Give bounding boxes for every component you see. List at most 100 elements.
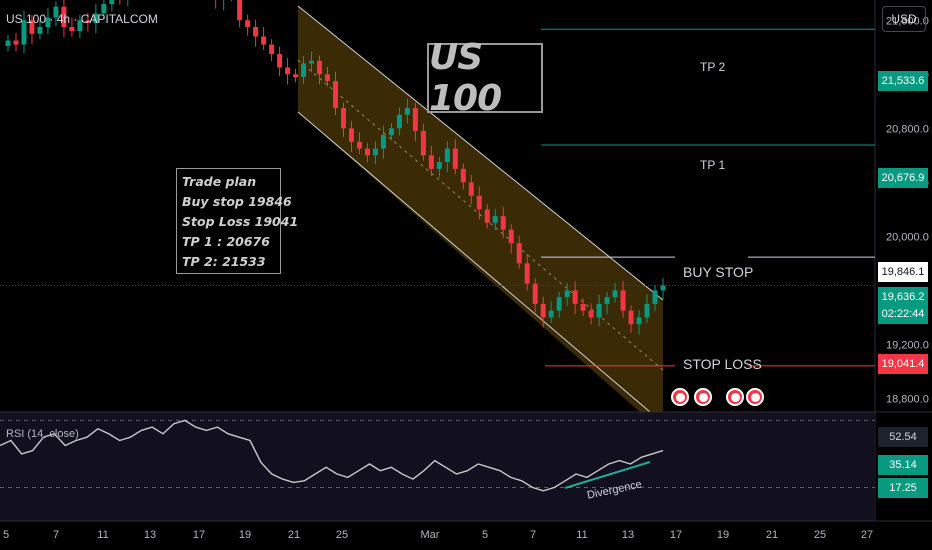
candle-body: [277, 54, 283, 68]
candle-body: [333, 81, 338, 109]
countdown-tag: 02:22:44: [878, 304, 928, 324]
candle-body: [301, 63, 307, 77]
time-axis-tick: 21: [288, 529, 300, 541]
time-axis-tick: 25: [336, 529, 348, 541]
tp1-price-tag: 20,676.9: [878, 168, 928, 188]
candle-body: [77, 20, 83, 32]
rsi-line: [0, 419, 664, 492]
candle-body: [436, 162, 442, 169]
candle-body: [588, 310, 594, 318]
time-axis-tick: 13: [144, 529, 156, 541]
candle-body: [69, 27, 75, 32]
time-axis-tick: Mar: [421, 529, 440, 541]
candle-body: [628, 310, 634, 325]
candle-body: [564, 290, 570, 298]
trade-plan-line: Buy stop 19846: [182, 194, 292, 209]
candle-body: [29, 20, 35, 34]
candle-body: [604, 297, 610, 304]
price-axis-tick: 20,800.0: [886, 123, 929, 135]
time-axis-tick: 11: [576, 529, 587, 541]
stop-loss-label: STOP LOSS: [683, 356, 762, 372]
candle-body: [93, 13, 99, 23]
candle-body: [580, 303, 586, 311]
candle-body: [596, 303, 602, 318]
time-axis-tick: 17: [193, 529, 205, 541]
candle-body: [428, 155, 434, 169]
time-axis-tick: 5: [3, 529, 9, 541]
candle-body: [261, 36, 267, 45]
candle-body: [476, 195, 482, 210]
channel-mid-line: [297, 59, 664, 371]
rsi-pane: [0, 412, 875, 521]
candle-body: [325, 74, 331, 82]
candle-body: [340, 108, 346, 129]
us-flag-event-icon[interactable]: [671, 388, 689, 406]
price-axis-tick: 20,000.0: [886, 231, 929, 243]
tp1-label: TP 1: [700, 158, 726, 172]
candle-body: [348, 128, 354, 142]
candle-body: [652, 290, 658, 304]
candle-body: [109, 0, 115, 5]
currency-button[interactable]: USD: [882, 6, 926, 32]
candle-body: [556, 297, 562, 311]
candle-body: [37, 27, 43, 34]
candle-body: [636, 317, 642, 325]
candle-body: [484, 209, 490, 223]
trade-plan-line: TP 2: 21533: [182, 254, 266, 269]
trade-plan-line: Stop Loss 19041: [182, 214, 299, 229]
candle-body: [620, 290, 626, 311]
candle-body: [500, 216, 506, 230]
candle-body: [444, 148, 450, 163]
time-axis-tick: 17: [670, 529, 682, 541]
candle-body: [412, 108, 418, 132]
time-axis-tick: 19: [239, 529, 251, 541]
candle-body: [45, 17, 51, 28]
rsi-label[interactable]: RSI (14, close): [6, 428, 79, 440]
candle-body: [388, 128, 394, 136]
tp2-label: TP 2: [700, 60, 726, 74]
candle-body: [21, 20, 27, 45]
time-axis-tick: 27: [861, 529, 873, 541]
trade-plan-line: Trade plan: [182, 174, 257, 189]
rsi-value-tag: 52.54: [878, 427, 928, 447]
time-axis-tick: 11: [97, 529, 108, 541]
candle-body: [293, 74, 299, 77]
channel-lower-line: [297, 111, 651, 413]
candle-body: [420, 131, 426, 156]
stop-loss-price-tag: 19,041.4: [878, 354, 928, 374]
time-axis-tick: 7: [530, 529, 536, 541]
time-axis-tick: 5: [482, 529, 488, 541]
symbol-title[interactable]: US 100 · 4h · CAPITALCOM: [6, 12, 158, 26]
candle-body: [532, 283, 538, 304]
candle-body: [540, 303, 546, 318]
us-flag-event-icon[interactable]: [694, 388, 712, 406]
us-flag-event-icon[interactable]: [746, 388, 764, 406]
candle-body: [53, 6, 59, 18]
price-axis-tick: 19,200.0: [886, 339, 929, 351]
time-axis-tick: 7: [53, 529, 59, 541]
candle-body: [372, 148, 378, 156]
candle-body: [492, 216, 498, 223]
price-axis-tick: 21,600.0: [886, 15, 929, 27]
candle-body: [460, 168, 466, 183]
divergence-line: [564, 461, 651, 489]
candle-body: [269, 44, 275, 55]
us-flag-event-icon[interactable]: [726, 388, 744, 406]
time-axis-tick: 19: [717, 529, 729, 541]
candle-body: [524, 263, 530, 284]
candle-body: [452, 148, 458, 169]
time-axis-tick: 21: [766, 529, 778, 541]
candle-body: [61, 6, 67, 28]
buy-stop-label: BUY STOP: [683, 264, 754, 280]
candle-body: [309, 60, 315, 64]
candle-body: [85, 20, 91, 23]
candle-body: [572, 290, 578, 304]
buy-stop-price-tag: 19,846.1: [878, 262, 928, 282]
rsi-ma-tag: 35.14: [878, 455, 928, 475]
candle-body: [13, 40, 19, 45]
candle-body: [516, 243, 522, 264]
candle-body: [101, 4, 107, 14]
candle-body: [508, 229, 514, 244]
trade-plan-box: Trade plan Buy stop 19846 Stop Loss 1904…: [176, 168, 299, 274]
